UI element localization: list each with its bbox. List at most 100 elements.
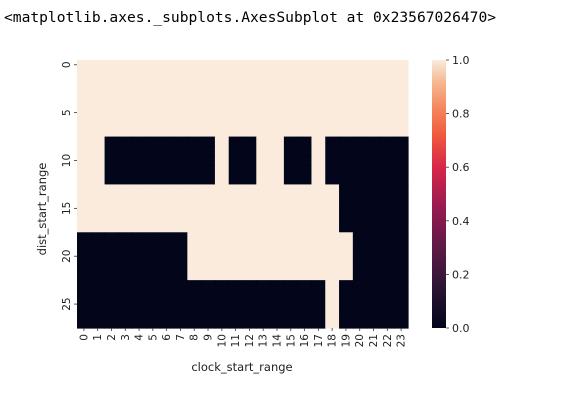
heatmap-cell <box>145 174 161 186</box>
heatmap-cell <box>187 261 202 272</box>
heatmap-cell <box>339 184 354 195</box>
heatmap-cell <box>270 232 285 243</box>
heatmap-cell <box>380 222 395 233</box>
heatmap-cell <box>311 213 326 224</box>
heatmap-cell <box>297 184 313 195</box>
heatmap-cell <box>270 241 285 253</box>
heatmap-cell <box>118 241 133 253</box>
heatmap-cell <box>339 194 354 205</box>
heatmap-cell <box>201 194 216 205</box>
heatmap-cell <box>311 299 326 310</box>
heatmap-cell <box>394 251 409 262</box>
heatmap-cell <box>118 289 133 300</box>
heatmap-cell <box>270 88 285 99</box>
heatmap-cell <box>159 308 175 320</box>
heatmap-cell <box>90 270 106 281</box>
heatmap-cell <box>325 270 340 281</box>
heatmap-cell <box>90 107 106 119</box>
heatmap-cell <box>228 203 244 214</box>
heatmap-cell <box>380 270 395 281</box>
heatmap-cell <box>311 280 326 291</box>
heatmap-cell <box>201 251 216 262</box>
heatmap-cell <box>145 261 161 272</box>
heatmap-cell <box>366 318 382 329</box>
heatmap-cell <box>242 308 257 320</box>
x-tick-label: 9 <box>203 334 215 341</box>
heatmap-cell <box>366 299 382 310</box>
heatmap-cell <box>159 232 175 243</box>
heatmap-cell <box>339 289 354 300</box>
heatmap-cell <box>394 117 409 128</box>
heatmap-cell <box>187 308 202 320</box>
heatmap-cell <box>77 261 92 272</box>
heatmap-cell <box>214 184 230 195</box>
heatmap-cell <box>145 241 161 253</box>
heatmap-cell <box>311 174 326 186</box>
heatmap-cell <box>214 213 230 224</box>
heatmap-cell <box>90 155 106 166</box>
heatmap-cell <box>256 222 271 233</box>
heatmap-cell <box>228 318 244 329</box>
heatmap-cell <box>159 222 175 233</box>
heatmap-cell <box>242 174 257 186</box>
heatmap-cell <box>118 146 133 157</box>
heatmap-cell <box>214 270 230 281</box>
heatmap-cell <box>173 79 188 90</box>
heatmap-cell <box>242 241 257 253</box>
heatmap-cell <box>77 203 92 214</box>
heatmap-cell <box>270 203 285 214</box>
heatmap-cell <box>311 232 326 243</box>
heatmap-cell <box>228 117 244 128</box>
heatmap-cell <box>118 280 133 291</box>
heatmap-cell <box>311 165 326 176</box>
heatmap-cell <box>380 213 395 224</box>
colorbar-tick-label: 0.0 <box>452 322 470 335</box>
heatmap-cell <box>90 136 106 147</box>
heatmap-cell <box>352 146 368 157</box>
heatmap-cell <box>352 165 368 176</box>
heatmap-cell <box>311 98 326 109</box>
heatmap-cell <box>118 88 133 99</box>
heatmap-cell <box>242 318 257 329</box>
heatmap-cell <box>380 146 395 157</box>
heatmap-cell <box>104 203 119 214</box>
heatmap-cell <box>90 241 106 253</box>
heatmap-cell <box>201 69 216 80</box>
heatmap-cell <box>325 251 340 262</box>
heatmap-cell <box>104 299 119 310</box>
heatmap-cell <box>77 155 92 166</box>
heatmap-cell <box>214 318 230 329</box>
heatmap-cell <box>132 280 147 291</box>
heatmap-cell <box>145 280 161 291</box>
heatmap-cell <box>159 136 175 147</box>
heatmap-cell <box>187 213 202 224</box>
heatmap-cell <box>339 270 354 281</box>
heatmap-cell <box>325 318 340 329</box>
heatmap-cell <box>104 308 119 320</box>
x-tick-label: 15 <box>285 334 297 347</box>
heatmap-cell <box>242 251 257 262</box>
heatmap-cell <box>311 184 326 195</box>
heatmap-cell <box>256 194 271 205</box>
heatmap-cell <box>283 241 299 253</box>
heatmap-cell <box>187 318 202 329</box>
heatmap-cell <box>339 203 354 214</box>
heatmap-cell <box>380 127 395 138</box>
heatmap-cell <box>104 241 119 253</box>
heatmap-cell <box>339 308 354 320</box>
heatmap-cell <box>283 165 299 176</box>
heatmap-cell <box>394 69 409 80</box>
heatmap-cell <box>242 155 257 166</box>
x-tick-label: 3 <box>120 334 132 341</box>
heatmap-cell <box>159 69 175 80</box>
heatmap-cell <box>325 280 340 291</box>
heatmap-cell <box>77 213 92 224</box>
heatmap-cell <box>214 280 230 291</box>
heatmap-cell <box>339 241 354 253</box>
heatmap-cell <box>311 88 326 99</box>
heatmap-cell <box>366 136 382 147</box>
x-tick-label: 11 <box>230 334 242 347</box>
heatmap-cell <box>77 107 92 119</box>
y-tick-label: 5 <box>61 109 73 116</box>
heatmap-cell <box>352 60 368 71</box>
